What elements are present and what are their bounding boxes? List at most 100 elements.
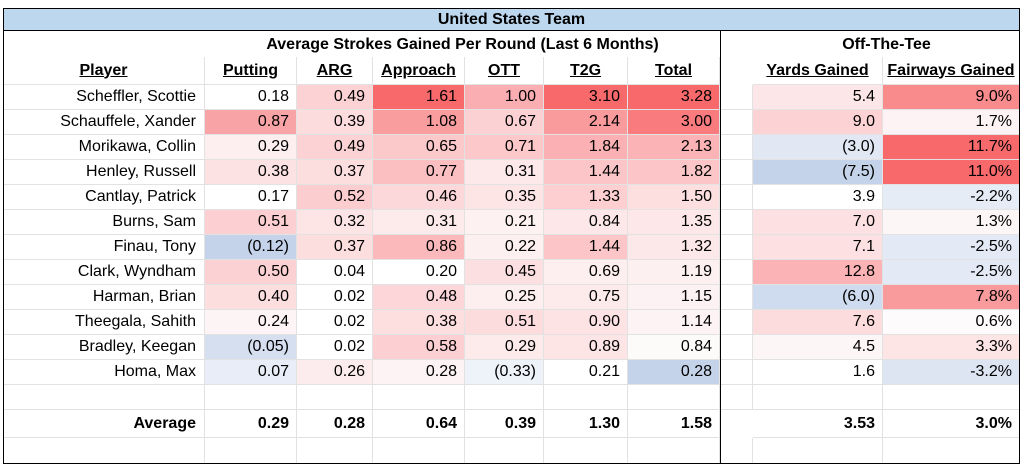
stat-cell[interactable]: 0.04 (297, 260, 373, 285)
stat-cell[interactable]: 2.13 (628, 135, 720, 160)
stat-cell[interactable]: 0.37 (297, 235, 373, 260)
stat-cell[interactable]: 7.8% (883, 285, 1020, 310)
stat-cell[interactable]: 0.28 (628, 360, 720, 385)
stat-cell[interactable]: 0.26 (297, 360, 373, 385)
stat-cell[interactable]: 0.49 (297, 85, 373, 110)
stat-cell[interactable]: (7.5) (753, 160, 883, 185)
stat-cell[interactable]: 0.38 (205, 160, 297, 185)
stat-cell[interactable]: 1.32 (628, 235, 720, 260)
stat-cell[interactable]: (0.12) (205, 235, 297, 260)
player-name[interactable]: Cantlay, Patrick (3, 185, 205, 210)
stat-cell[interactable]: 0.50 (205, 260, 297, 285)
stat-cell[interactable]: 0.02 (297, 310, 373, 335)
stat-cell[interactable]: 0.52 (297, 185, 373, 210)
stat-cell[interactable]: 7.0 (753, 210, 883, 235)
stat-cell[interactable]: 0.32 (297, 210, 373, 235)
stat-cell[interactable]: 1.44 (544, 160, 628, 185)
stat-cell[interactable]: 0.25 (465, 285, 544, 310)
stat-cell[interactable]: 1.84 (544, 135, 628, 160)
stat-cell[interactable]: 7.6 (753, 310, 883, 335)
stat-cell[interactable]: 3.9 (753, 185, 883, 210)
stat-cell[interactable]: 0.75 (544, 285, 628, 310)
player-name[interactable]: Morikawa, Collin (3, 135, 205, 160)
average-value[interactable]: 3.0% (883, 410, 1020, 438)
stat-cell[interactable]: 0.21 (544, 360, 628, 385)
stat-cell[interactable]: 0.86 (373, 235, 465, 260)
player-name[interactable]: Schauffele, Xander (3, 110, 205, 135)
average-value[interactable]: 3.53 (753, 410, 883, 438)
stat-cell[interactable]: 0.02 (297, 335, 373, 360)
stat-cell[interactable]: 11.7% (883, 135, 1020, 160)
stat-cell[interactable]: 1.19 (628, 260, 720, 285)
stat-cell[interactable]: 2.14 (544, 110, 628, 135)
stat-cell[interactable]: 0.84 (544, 210, 628, 235)
stat-cell[interactable]: 0.17 (205, 185, 297, 210)
stat-cell[interactable]: 0.51 (205, 210, 297, 235)
stat-cell[interactable]: 0.38 (373, 310, 465, 335)
column-header-yards-gained[interactable]: Yards Gained (753, 57, 883, 85)
average-value[interactable]: 0.28 (297, 410, 373, 438)
stat-cell[interactable]: 0.29 (465, 335, 544, 360)
stat-cell[interactable]: 1.14 (628, 310, 720, 335)
stat-cell[interactable]: 0.51 (465, 310, 544, 335)
stat-cell[interactable]: 0.69 (544, 260, 628, 285)
stat-cell[interactable]: 1.08 (373, 110, 465, 135)
column-header-total[interactable]: Total (628, 57, 720, 85)
stat-cell[interactable]: 9.0 (753, 110, 883, 135)
stat-cell[interactable]: 1.00 (465, 85, 544, 110)
stat-cell[interactable]: 0.77 (373, 160, 465, 185)
stat-cell[interactable]: (0.05) (205, 335, 297, 360)
stat-cell[interactable]: 1.44 (544, 235, 628, 260)
stat-cell[interactable]: 0.22 (465, 235, 544, 260)
stat-cell[interactable]: 0.84 (628, 335, 720, 360)
stat-cell[interactable]: (6.0) (753, 285, 883, 310)
stat-cell[interactable]: 1.61 (373, 85, 465, 110)
stat-cell[interactable]: 0.89 (544, 335, 628, 360)
player-name[interactable]: Finau, Tony (3, 235, 205, 260)
stat-cell[interactable]: 1.35 (628, 210, 720, 235)
stat-cell[interactable]: -3.2% (883, 360, 1020, 385)
stat-cell[interactable]: 1.7% (883, 110, 1020, 135)
stat-cell[interactable]: 0.07 (205, 360, 297, 385)
stat-cell[interactable]: 0.46 (373, 185, 465, 210)
stat-cell[interactable]: 1.3% (883, 210, 1020, 235)
stat-cell[interactable]: 0.31 (373, 210, 465, 235)
player-name[interactable]: Harman, Brian (3, 285, 205, 310)
stat-cell[interactable]: 1.82 (628, 160, 720, 185)
stat-cell[interactable]: 0.45 (465, 260, 544, 285)
stat-cell[interactable]: -2.2% (883, 185, 1020, 210)
stat-cell[interactable]: 5.4 (753, 85, 883, 110)
stat-cell[interactable]: 0.29 (205, 135, 297, 160)
stat-cell[interactable]: 0.67 (465, 110, 544, 135)
player-name[interactable]: Homa, Max (3, 360, 205, 385)
stat-cell[interactable]: 0.28 (373, 360, 465, 385)
stat-cell[interactable]: 0.49 (297, 135, 373, 160)
average-value[interactable]: 0.64 (373, 410, 465, 438)
stat-cell[interactable]: -2.5% (883, 235, 1020, 260)
average-value[interactable]: 1.58 (628, 410, 720, 438)
column-header-fairways-gained[interactable]: Fairways Gained (883, 57, 1020, 85)
stat-cell[interactable]: 0.40 (205, 285, 297, 310)
column-header-t2g[interactable]: T2G (544, 57, 628, 85)
stat-cell[interactable]: 0.90 (544, 310, 628, 335)
average-value[interactable]: 1.30 (544, 410, 628, 438)
player-name[interactable]: Burns, Sam (3, 210, 205, 235)
column-header-approach[interactable]: Approach (373, 57, 465, 85)
column-header-player[interactable]: Player (3, 57, 205, 85)
stat-cell[interactable]: 0.35 (465, 185, 544, 210)
average-value[interactable]: 0.29 (205, 410, 297, 438)
stat-cell[interactable]: 0.6% (883, 310, 1020, 335)
column-header-ott[interactable]: OTT (465, 57, 544, 85)
stat-cell[interactable]: 1.6 (753, 360, 883, 385)
stat-cell[interactable]: 3.10 (544, 85, 628, 110)
stat-cell[interactable]: 3.3% (883, 335, 1020, 360)
stat-cell[interactable]: 0.24 (205, 310, 297, 335)
stat-cell[interactable]: 0.31 (465, 160, 544, 185)
stat-cell[interactable]: 0.48 (373, 285, 465, 310)
player-name[interactable]: Theegala, Sahith (3, 310, 205, 335)
stat-cell[interactable]: 0.87 (205, 110, 297, 135)
player-name[interactable]: Bradley, Keegan (3, 335, 205, 360)
stat-cell[interactable]: 1.33 (544, 185, 628, 210)
stat-cell[interactable]: 0.02 (297, 285, 373, 310)
stat-cell[interactable]: 7.1 (753, 235, 883, 260)
